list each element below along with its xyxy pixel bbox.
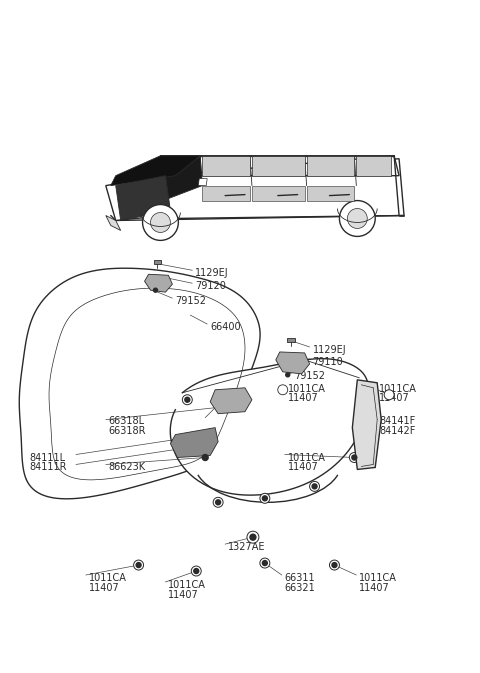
Text: 1011CA: 1011CA bbox=[360, 573, 397, 583]
Text: 66321: 66321 bbox=[285, 583, 315, 593]
Polygon shape bbox=[106, 215, 120, 230]
Polygon shape bbox=[198, 178, 207, 186]
Circle shape bbox=[278, 385, 288, 395]
Text: 79110: 79110 bbox=[312, 357, 343, 367]
Polygon shape bbox=[106, 176, 166, 221]
Text: 66311: 66311 bbox=[285, 573, 315, 583]
Text: 66400: 66400 bbox=[210, 322, 241, 332]
Polygon shape bbox=[160, 155, 399, 176]
Polygon shape bbox=[307, 155, 354, 176]
Polygon shape bbox=[116, 176, 170, 221]
Polygon shape bbox=[144, 275, 172, 292]
Polygon shape bbox=[166, 159, 404, 219]
Circle shape bbox=[192, 566, 201, 576]
Polygon shape bbox=[170, 427, 218, 458]
Circle shape bbox=[136, 563, 141, 567]
Text: 1129EJ: 1129EJ bbox=[195, 269, 229, 278]
Polygon shape bbox=[19, 269, 260, 499]
Circle shape bbox=[151, 213, 170, 232]
Text: 84142F: 84142F bbox=[379, 425, 416, 435]
Polygon shape bbox=[202, 186, 250, 201]
Text: 79120: 79120 bbox=[195, 281, 226, 291]
Bar bbox=[287, 338, 295, 342]
Polygon shape bbox=[307, 186, 354, 201]
Circle shape bbox=[250, 534, 256, 540]
Circle shape bbox=[260, 493, 270, 503]
Text: 1011CA: 1011CA bbox=[288, 452, 325, 462]
Text: 1011CA: 1011CA bbox=[379, 384, 417, 394]
Circle shape bbox=[202, 454, 208, 460]
Circle shape bbox=[213, 497, 223, 507]
Circle shape bbox=[154, 288, 157, 292]
Circle shape bbox=[387, 392, 392, 397]
Circle shape bbox=[349, 452, 360, 462]
Polygon shape bbox=[352, 380, 381, 470]
Polygon shape bbox=[166, 157, 202, 199]
Polygon shape bbox=[170, 359, 369, 495]
Circle shape bbox=[310, 481, 320, 491]
Circle shape bbox=[216, 500, 221, 505]
Text: 11407: 11407 bbox=[288, 393, 318, 402]
Circle shape bbox=[185, 397, 190, 402]
Circle shape bbox=[182, 395, 192, 404]
Circle shape bbox=[280, 387, 285, 392]
Text: 86623K: 86623K bbox=[109, 462, 146, 472]
Text: 66318L: 66318L bbox=[109, 416, 145, 425]
Text: 1011CA: 1011CA bbox=[288, 384, 325, 394]
Circle shape bbox=[352, 455, 357, 460]
Text: 1011CA: 1011CA bbox=[168, 580, 206, 590]
Text: 79152: 79152 bbox=[175, 296, 206, 306]
Circle shape bbox=[332, 563, 337, 567]
Circle shape bbox=[329, 560, 339, 570]
Text: 11407: 11407 bbox=[288, 462, 318, 472]
Bar bbox=[154, 260, 161, 264]
Circle shape bbox=[133, 560, 144, 570]
Circle shape bbox=[286, 373, 290, 377]
Polygon shape bbox=[252, 155, 305, 176]
Text: 84111R: 84111R bbox=[29, 462, 67, 472]
Text: 84141F: 84141F bbox=[379, 416, 415, 425]
Circle shape bbox=[194, 569, 199, 573]
Text: 11407: 11407 bbox=[168, 590, 199, 600]
Polygon shape bbox=[111, 155, 200, 186]
Text: 66318R: 66318R bbox=[109, 425, 146, 435]
Polygon shape bbox=[210, 388, 252, 414]
Circle shape bbox=[312, 484, 317, 489]
Text: 79152: 79152 bbox=[295, 371, 326, 381]
Circle shape bbox=[260, 558, 270, 568]
Circle shape bbox=[384, 390, 394, 400]
Polygon shape bbox=[276, 352, 310, 374]
Circle shape bbox=[348, 209, 367, 228]
Circle shape bbox=[247, 531, 259, 543]
Text: 11407: 11407 bbox=[360, 583, 390, 593]
Text: 1327AE: 1327AE bbox=[228, 542, 265, 552]
Text: 11407: 11407 bbox=[89, 583, 120, 593]
Circle shape bbox=[143, 205, 179, 240]
Polygon shape bbox=[202, 155, 250, 176]
Circle shape bbox=[339, 201, 375, 236]
Circle shape bbox=[263, 496, 267, 501]
Text: 11407: 11407 bbox=[379, 393, 410, 402]
Text: 1011CA: 1011CA bbox=[89, 573, 127, 583]
Text: 1129EJ: 1129EJ bbox=[312, 345, 346, 355]
Polygon shape bbox=[252, 186, 305, 201]
Text: 84111L: 84111L bbox=[29, 452, 65, 462]
Polygon shape bbox=[356, 155, 391, 176]
Circle shape bbox=[263, 561, 267, 565]
